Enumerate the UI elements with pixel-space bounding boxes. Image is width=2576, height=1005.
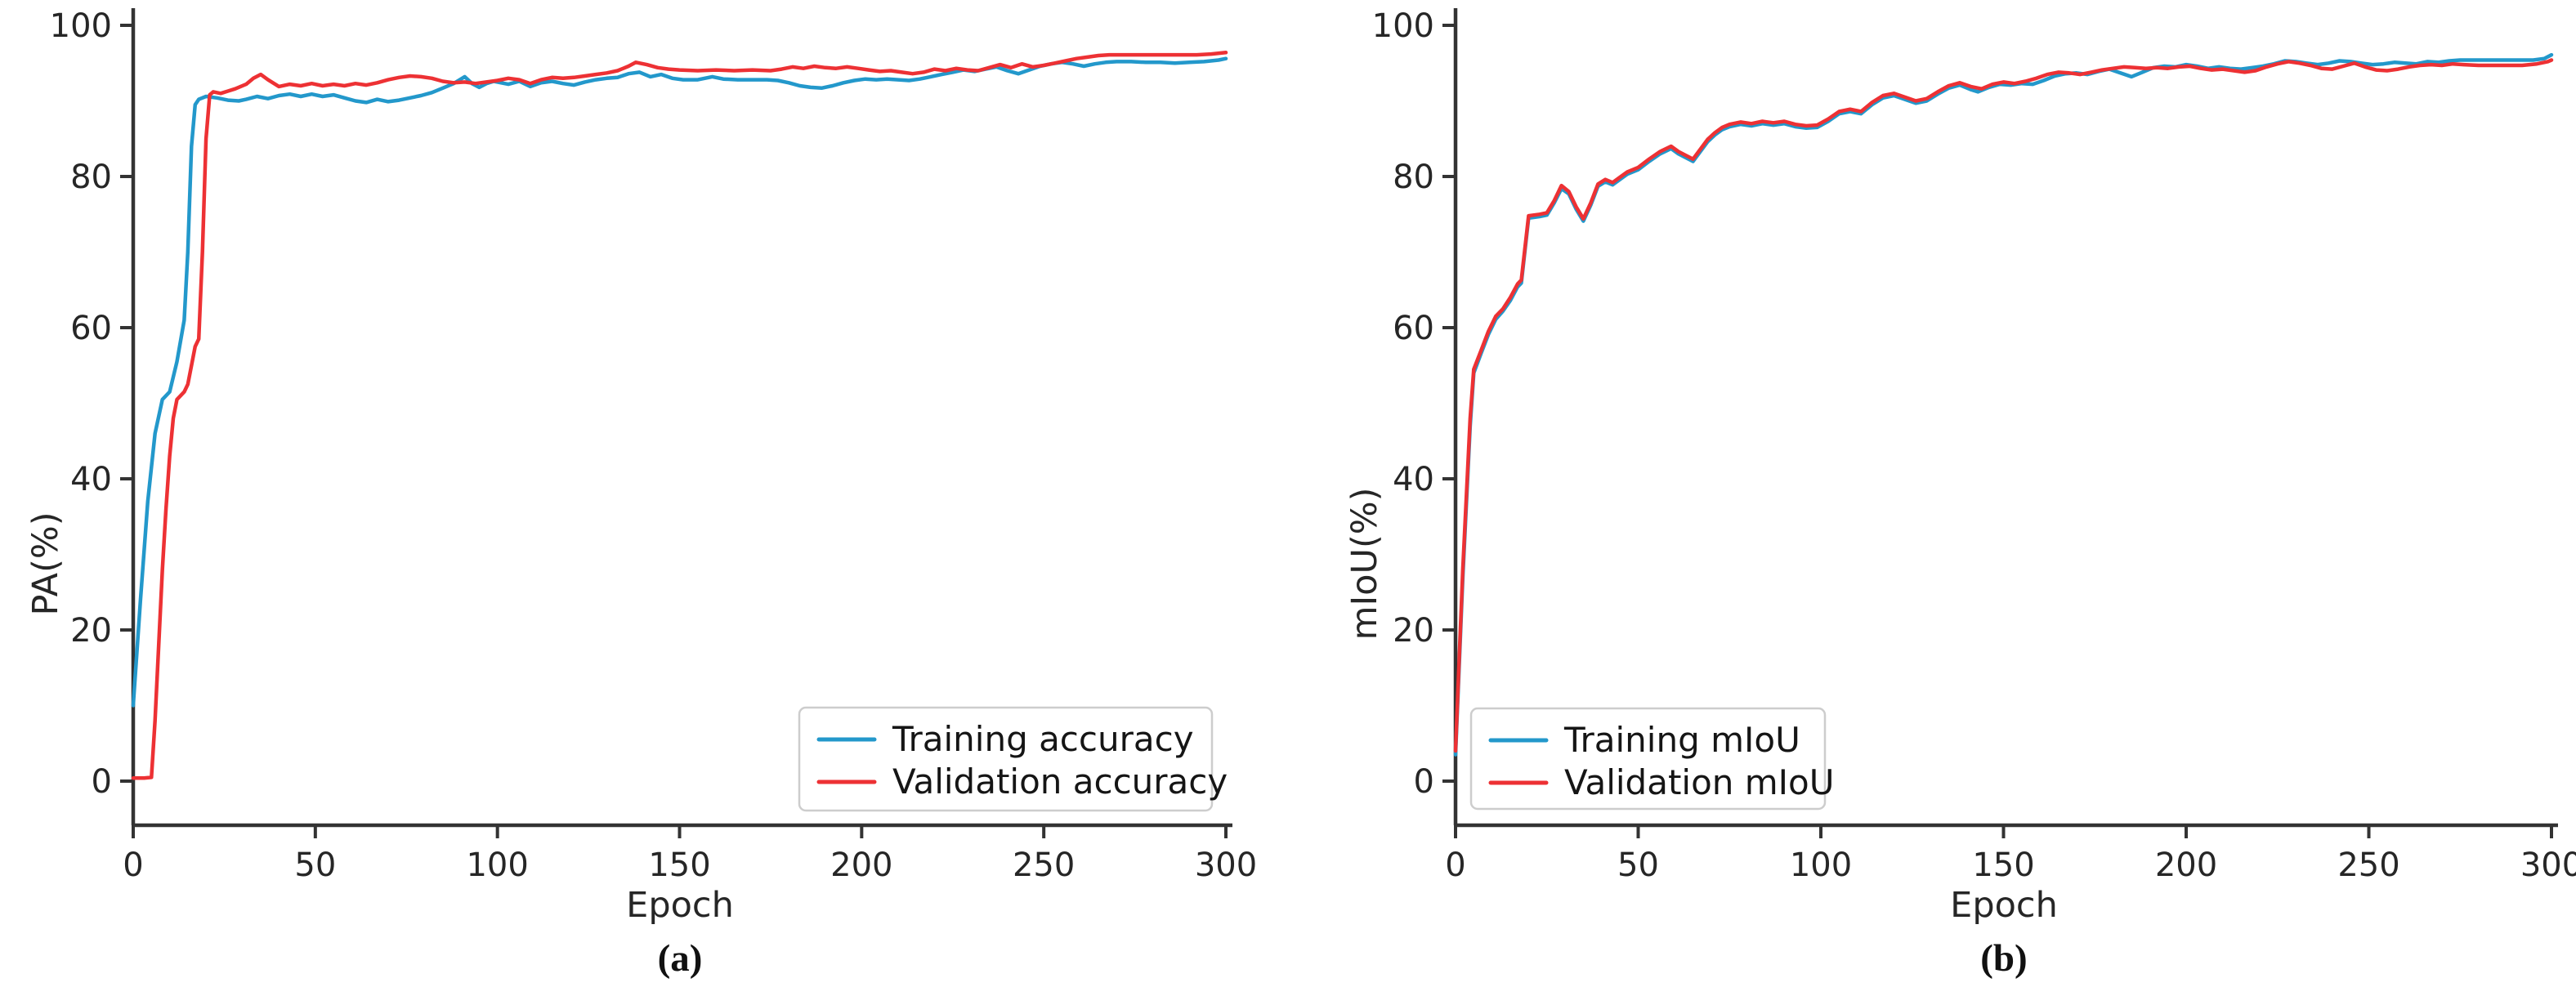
x-tick-label: 50 xyxy=(294,846,336,884)
legend-label-validation-miou: Validation mIoU xyxy=(1564,762,1834,802)
y-tick-label: 0 xyxy=(1414,763,1434,801)
legend-label-validation-accuracy: Validation accuracy xyxy=(892,762,1228,802)
x-tick-label: 200 xyxy=(830,846,892,884)
legend-box xyxy=(798,706,1214,812)
y-axis-label: PA(%) xyxy=(25,511,66,615)
y-tick-label: 100 xyxy=(1372,7,1434,45)
y-tick-label: 40 xyxy=(70,461,112,498)
y-tick-label: 60 xyxy=(70,310,112,347)
line-validation-miou xyxy=(1453,58,2554,753)
y-tick-label: 0 xyxy=(92,763,112,801)
legend-label-training-accuracy: Training accuracy xyxy=(892,719,1194,759)
x-tick-label: 300 xyxy=(2520,846,2576,884)
y-tick-label: 80 xyxy=(1393,159,1434,196)
y-tick-label: 40 xyxy=(1393,461,1434,498)
panel-a: 0 50 100 150 200 250 300 0 20 40 60 80 100 Epoch PA(%)… xyxy=(25,7,1257,980)
x-axis-label: Epoch xyxy=(1950,885,2058,926)
x-tick-label: 100 xyxy=(1790,846,1852,884)
x-axis-label: Epoch xyxy=(626,885,734,926)
chart-a: 0 50 100 150 200 250 300 0 20 40 60 80 100 Epoch PA(%)… xyxy=(25,7,1257,926)
x-tick-label: 0 xyxy=(123,846,143,884)
line-training-accuracy xyxy=(131,56,1228,708)
x-tick-label: 150 xyxy=(1972,846,2034,884)
legend-label-training-miou: Training mIoU xyxy=(1563,720,1800,760)
y-tick-label: 20 xyxy=(70,612,112,650)
x-tick-label: 150 xyxy=(648,846,710,884)
x-tick-label: 0 xyxy=(1445,846,1465,884)
y-tick-label: 100 xyxy=(50,7,112,45)
caption-b: (b) xyxy=(1980,937,2028,980)
legend-box xyxy=(1469,707,1827,811)
panel-b: 0 50 100 150 200 250 300 0 20 40 60 80 100 Epoch mIoU(… xyxy=(1288,0,2576,1005)
x-tick-label: 200 xyxy=(2155,846,2217,884)
x-tick-label: 100 xyxy=(466,846,528,884)
x-tick-label: 300 xyxy=(1195,846,1257,884)
caption-a: (a) xyxy=(657,937,703,980)
x-tick-label: 250 xyxy=(1013,846,1075,884)
line-training-miou xyxy=(1453,52,2554,757)
y-tick-label: 60 xyxy=(1393,310,1434,347)
y-axis-label: mIoU(%) xyxy=(1344,488,1385,641)
y-tick-label: 20 xyxy=(1393,612,1434,650)
x-tick-label: 250 xyxy=(2337,846,2399,884)
y-tick-label: 80 xyxy=(70,159,112,196)
chart-b: 0 50 100 150 200 250 300 0 20 40 60 80 100 Epoch mIoU(… xyxy=(1344,7,2576,926)
line-validation-accuracy xyxy=(131,51,1228,780)
x-tick-label: 50 xyxy=(1617,846,1659,884)
